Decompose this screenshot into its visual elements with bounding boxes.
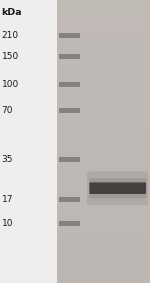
Text: 150: 150: [2, 52, 19, 61]
FancyBboxPatch shape: [58, 221, 80, 226]
FancyBboxPatch shape: [58, 33, 80, 38]
Text: 70: 70: [2, 106, 13, 115]
Text: 210: 210: [2, 31, 19, 40]
Text: 17: 17: [2, 195, 13, 204]
FancyBboxPatch shape: [58, 157, 80, 162]
FancyBboxPatch shape: [0, 0, 57, 283]
FancyBboxPatch shape: [58, 108, 80, 113]
FancyBboxPatch shape: [87, 171, 148, 205]
Text: 100: 100: [2, 80, 19, 89]
Text: kDa: kDa: [2, 8, 22, 17]
FancyBboxPatch shape: [89, 178, 146, 198]
Text: 10: 10: [2, 219, 13, 228]
Text: 35: 35: [2, 155, 13, 164]
FancyBboxPatch shape: [58, 197, 80, 202]
FancyBboxPatch shape: [58, 82, 80, 87]
FancyBboxPatch shape: [58, 54, 80, 59]
FancyBboxPatch shape: [89, 183, 146, 194]
